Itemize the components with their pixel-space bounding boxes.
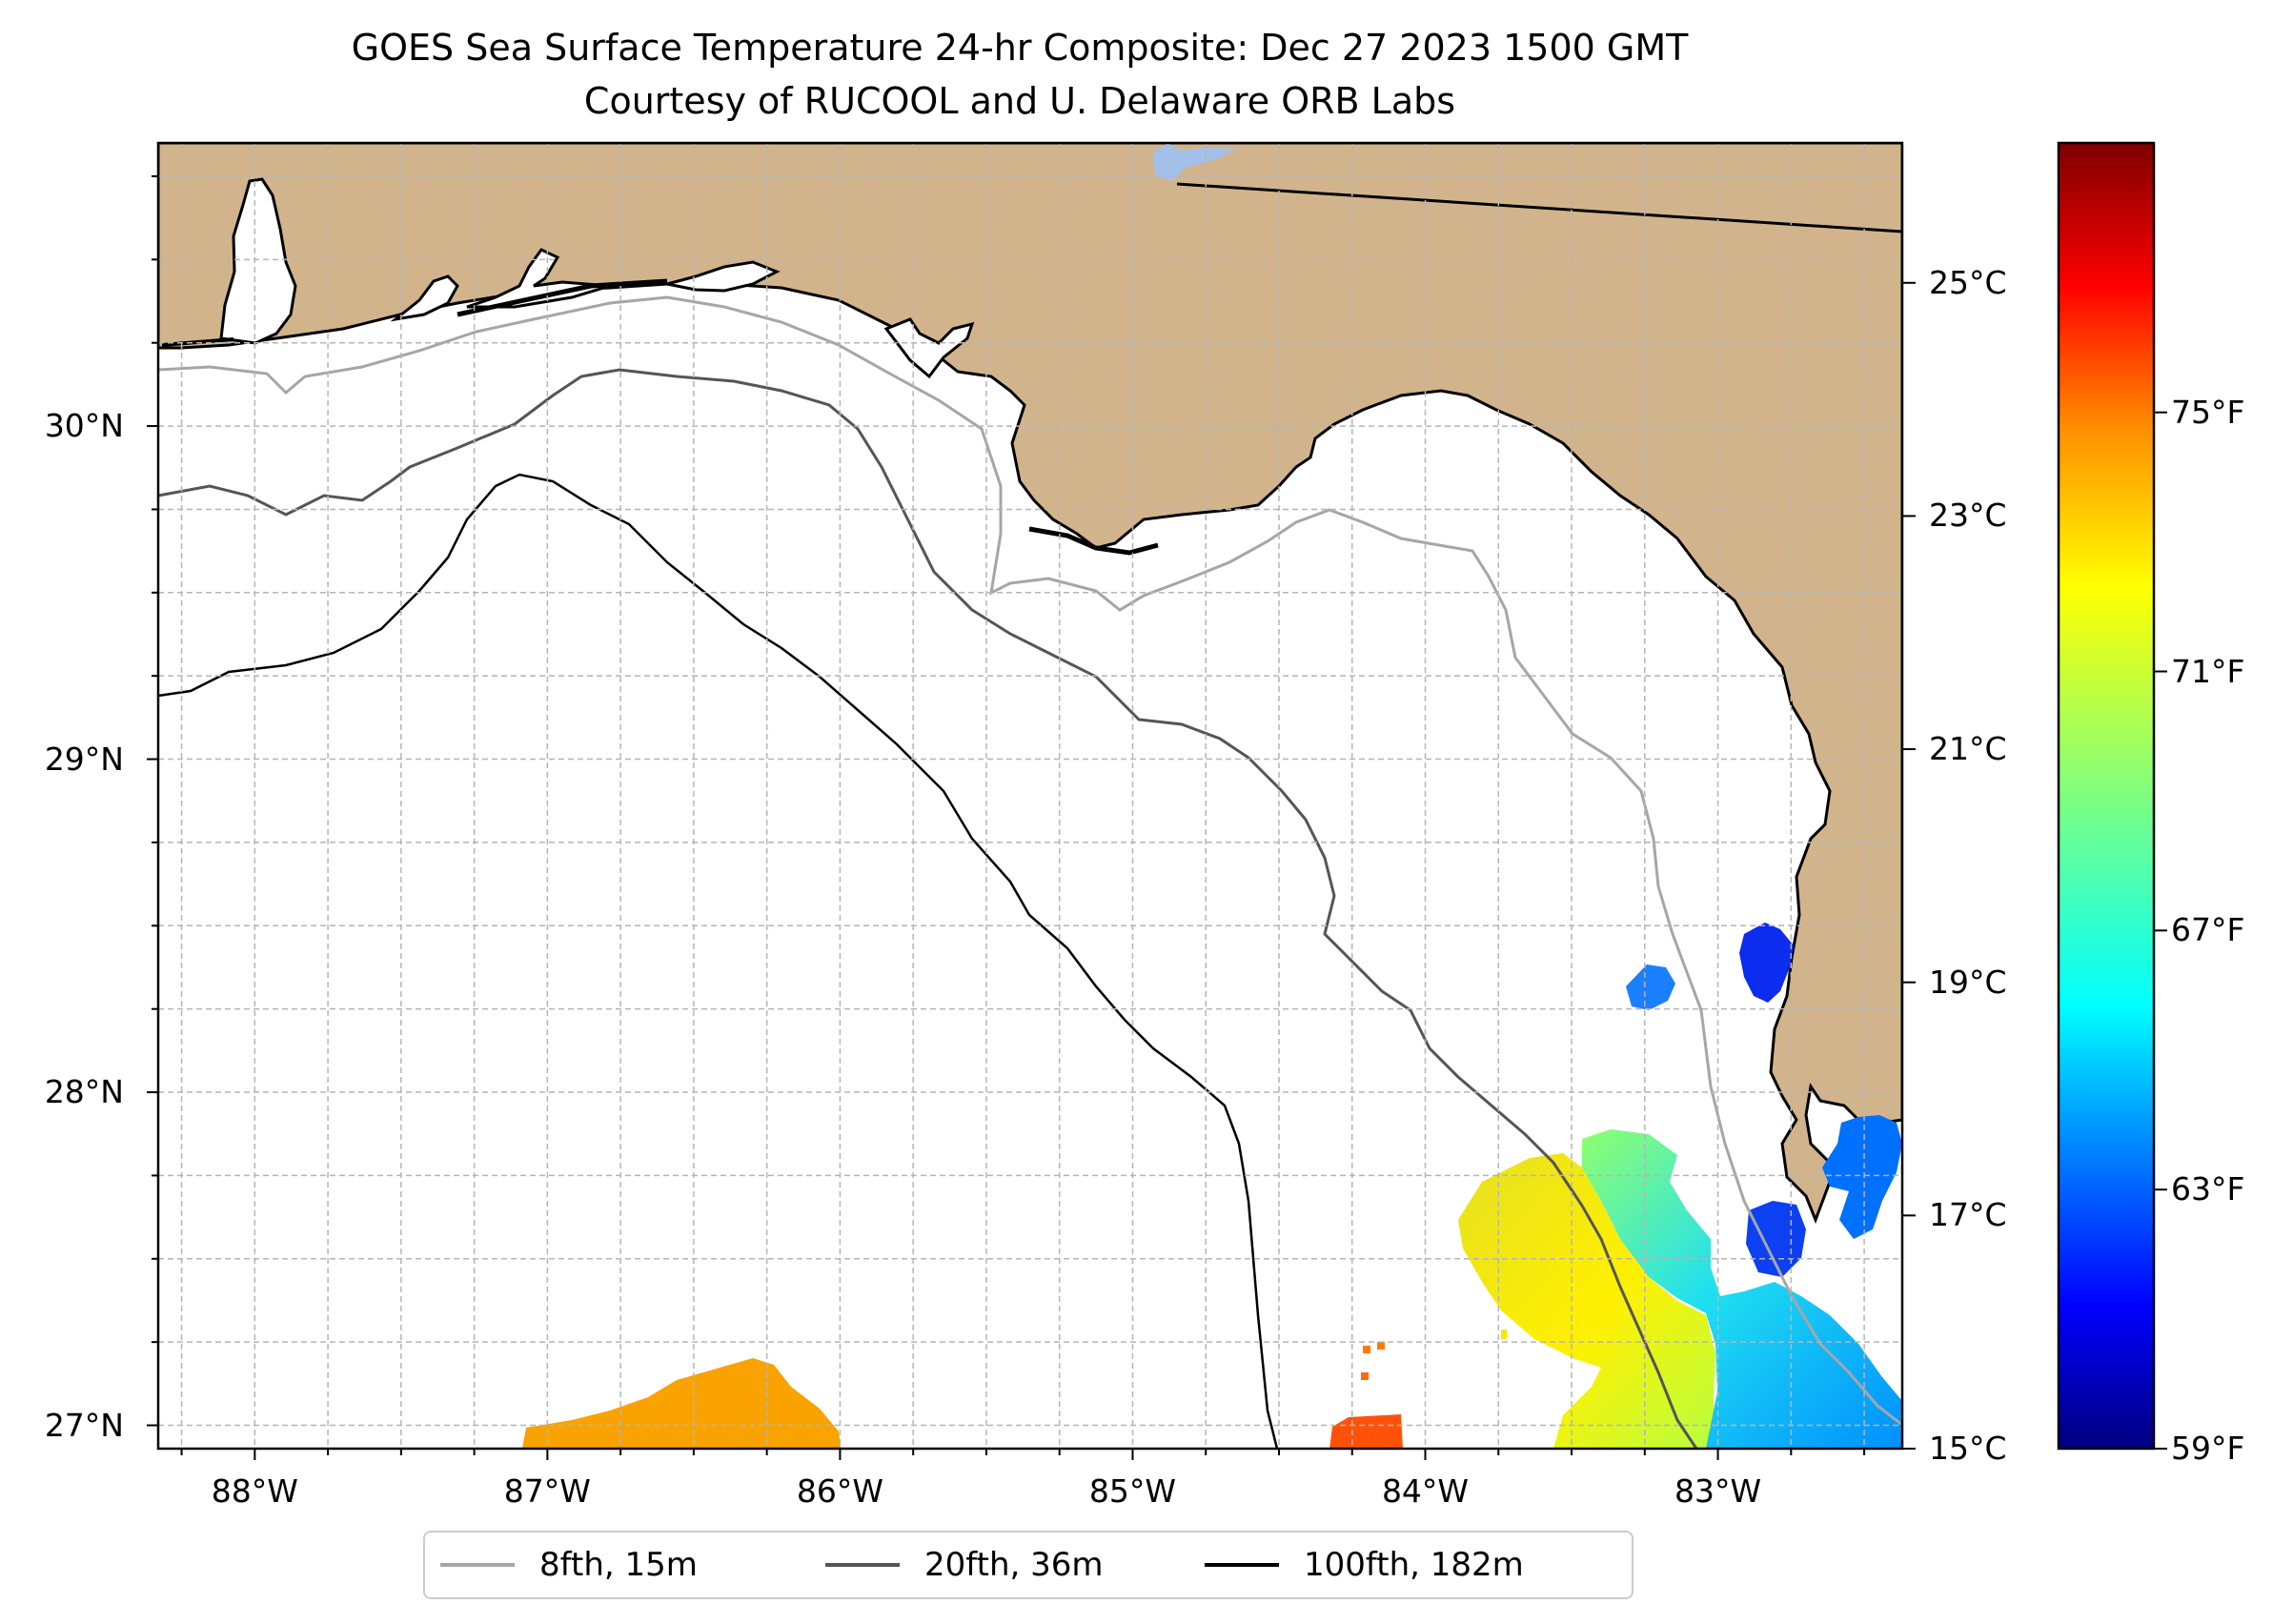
sst-patch-southeast-cool xyxy=(1582,1129,1902,1449)
lon-label: 83°W xyxy=(1674,1472,1762,1510)
contour-8fth xyxy=(158,295,1902,1427)
graticule xyxy=(158,143,1902,1449)
contour-20fth xyxy=(158,368,1698,1449)
celsius-label: 15°C xyxy=(1929,1430,2007,1467)
fahrenheit-label: 59°F xyxy=(2171,1430,2245,1467)
sst-patch-southeast-warm xyxy=(1458,1153,1715,1449)
figure-title: GOES Sea Surface Temperature 24-hr Compo… xyxy=(351,27,1689,69)
lat-label: 27°N xyxy=(44,1406,124,1444)
map-frame xyxy=(156,141,1904,1451)
mobile-bay xyxy=(219,177,297,345)
celsius-label: 17°C xyxy=(1929,1196,2007,1234)
legend-line-swatch xyxy=(1205,1563,1279,1567)
apalachicola-bay xyxy=(883,317,975,379)
lat-label: 29°N xyxy=(44,740,124,778)
state-boundary xyxy=(1176,182,1902,233)
sst-patch-small-offshore xyxy=(1626,964,1675,1010)
figure-subtitle: Courtesy of RUCOOL and U. Delaware ORB L… xyxy=(583,80,1456,122)
legend-item: 100fth, 182m xyxy=(1205,1533,1524,1597)
land-area xyxy=(158,143,1902,1225)
bathymetry-legend: 8fth, 15m 20fth, 36m 100fth, 182m xyxy=(423,1531,1634,1599)
lon-label: 86°W xyxy=(796,1472,883,1510)
legend-item: 8fth, 15m xyxy=(440,1533,698,1597)
legend-label: 100fth, 182m xyxy=(1304,1546,1524,1584)
legend-line-swatch xyxy=(825,1563,900,1567)
st-andrews-bay xyxy=(666,260,781,293)
sst-speck xyxy=(1363,1346,1370,1353)
colorbar xyxy=(2057,141,2156,1451)
sst-patch-south-central xyxy=(1329,1414,1403,1449)
sst-patch-tampa-bay xyxy=(1822,1115,1902,1239)
legend-label: 8fth, 15m xyxy=(539,1546,698,1584)
contour-100fth xyxy=(158,473,1279,1449)
legend-label: 20fth, 36m xyxy=(924,1546,1104,1584)
legend-line-swatch xyxy=(440,1563,515,1567)
pensacola-bay xyxy=(390,274,459,322)
lon-label: 88°W xyxy=(211,1472,298,1510)
celsius-label: 19°C xyxy=(1929,963,2007,1001)
sst-patch-cedar-key xyxy=(1739,923,1794,1003)
santa-rosa-island xyxy=(457,278,668,317)
celsius-label: 25°C xyxy=(1929,263,2007,301)
colorbar-ticks xyxy=(1902,281,2167,1450)
fahrenheit-label: 67°F xyxy=(2171,911,2245,949)
celsius-label: 21°C xyxy=(1929,730,2007,768)
lon-label: 84°W xyxy=(1381,1472,1470,1510)
lake-seminole xyxy=(1153,143,1237,181)
legend-item: 20fth, 36m xyxy=(825,1533,1104,1597)
sst-speck xyxy=(1361,1372,1369,1380)
lat-label: 28°N xyxy=(44,1073,124,1111)
axis-ticks xyxy=(147,174,1866,1460)
lon-label: 85°W xyxy=(1088,1472,1177,1510)
choctawhatchee-bay xyxy=(466,248,611,309)
st-george-island xyxy=(1028,526,1159,556)
fahrenheit-label: 75°F xyxy=(2171,393,2245,431)
lat-label: 30°N xyxy=(44,407,124,445)
fahrenheit-label: 71°F xyxy=(2171,652,2245,690)
sst-speck xyxy=(1501,1330,1507,1339)
lon-label: 87°W xyxy=(503,1472,591,1510)
fahrenheit-label: 63°F xyxy=(2171,1170,2245,1208)
celsius-label: 23°C xyxy=(1929,497,2007,535)
sst-speck xyxy=(1377,1342,1385,1350)
